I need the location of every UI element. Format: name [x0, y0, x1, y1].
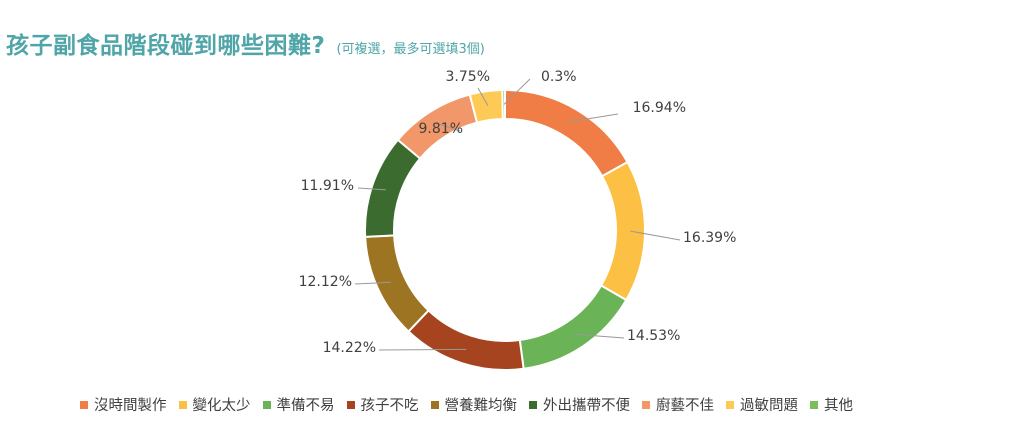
data-label: 12.12% [299, 274, 352, 290]
legend-item: 營養難均衡 [430, 394, 518, 415]
data-label: 14.22% [323, 340, 376, 356]
legend-swatch [642, 400, 650, 409]
donut-slice [364, 138, 422, 238]
legend-swatch [430, 400, 439, 409]
chart-title: 孩子副食品階段碰到哪些困難? [6, 33, 326, 59]
leader-line [630, 230, 681, 241]
legend-item: 外出攜帶不便 [529, 394, 630, 415]
legend-label: 外出攜帶不便 [543, 398, 630, 414]
legend-label: 沒時間製作 [94, 398, 167, 414]
leader-lines [354, 78, 681, 351]
leader-line [477, 87, 489, 106]
donut-slice [504, 88, 629, 178]
leader-line [378, 348, 467, 351]
leader-line [357, 187, 387, 191]
legend-item: 廚藝不佳 [642, 394, 714, 415]
donut-slice [407, 309, 525, 371]
legend-label: 孩子不吃 [360, 398, 419, 414]
legend-label: 過敏問題 [740, 398, 798, 414]
chart-subtitle: (可複選，最多可選填3個) [336, 42, 485, 57]
legend-item: 過敏問題 [726, 394, 798, 415]
legend-label: 其他 [824, 398, 853, 414]
leader-line [437, 123, 461, 132]
chart-title-row: 孩子副食品階段碰到哪些困難? (可複選，最多可選填3個) [6, 26, 485, 60]
legend-label: 準備不易 [276, 398, 335, 414]
data-label: 16.94% [633, 100, 686, 116]
percent-labels: 16.94% 16.39% 14.53% 14.22% 12.12% 11.91% 9.81… [299, 69, 737, 356]
donut-slice [518, 284, 628, 370]
legend-label: 變化太少 [192, 398, 251, 414]
chart-legend: 沒時間製作 變化太少 準備不易 孩子不吃 營養難均衡 外出攜帶不便 廚藝不佳 過敏問題 其他 [80, 394, 865, 415]
data-label: 14.53% [627, 328, 680, 344]
data-label: 9.81% [419, 121, 463, 137]
legend-swatch [810, 400, 818, 409]
leader-line [568, 113, 619, 123]
legend-item: 孩子不吃 [346, 394, 419, 415]
legend-swatch [80, 400, 88, 409]
data-label: 16.39% [683, 230, 736, 246]
legend-swatch [726, 400, 734, 409]
data-label: 11.91% [301, 178, 354, 194]
donut-slice [599, 160, 646, 302]
legend-swatch [178, 400, 187, 409]
legend-swatch [346, 400, 355, 409]
data-label: 3.75% [446, 69, 490, 85]
legend-label: 營養難均衡 [444, 398, 518, 414]
legend-item: 沒時間製作 [80, 394, 167, 415]
legend-label: 廚藝不佳 [656, 398, 714, 414]
legend-item: 其他 [810, 394, 853, 415]
donut-slice [501, 88, 506, 121]
leader-line [354, 281, 391, 285]
legend-item: 變化太少 [178, 394, 251, 415]
legend-item: 準備不易 [262, 394, 335, 415]
legend-swatch [262, 400, 271, 409]
leader-line [503, 78, 531, 105]
data-label: 0.3% [541, 69, 577, 85]
donut-slices [364, 88, 646, 371]
leader-line [574, 333, 625, 339]
legend-swatch [529, 400, 537, 409]
